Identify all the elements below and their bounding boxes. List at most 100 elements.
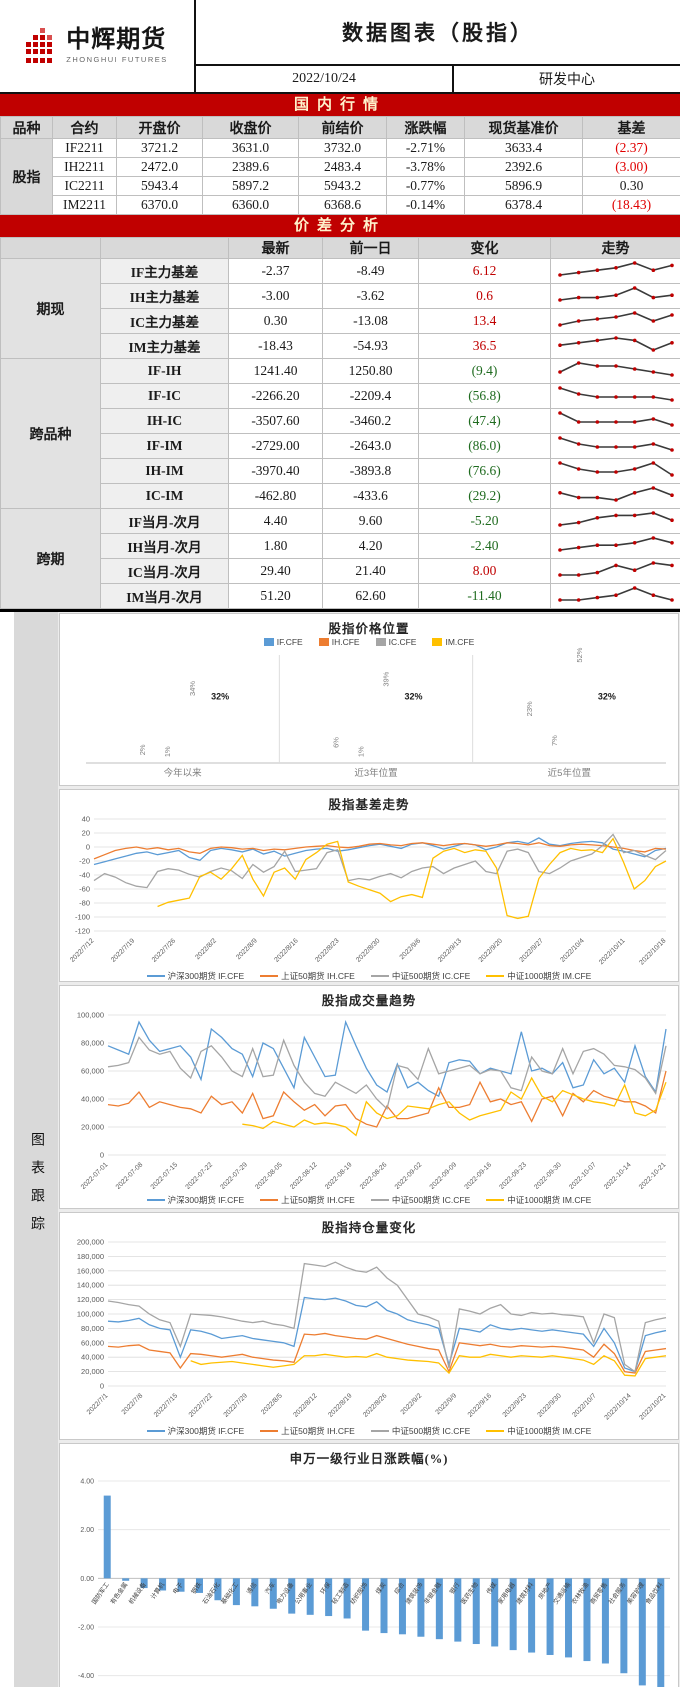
industry-bar [140, 1578, 148, 1589]
prev-cell: -2643.0 [322, 433, 419, 459]
chart-industry-change-plot: 4.002.000.00-2.00-4.00-6.00-8.00国防军工有色金属… [60, 1467, 678, 1687]
legend-item: IH.CFE [318, 637, 360, 647]
legend-swatch [375, 638, 386, 646]
y-tick-label: 0 [100, 1151, 104, 1160]
x-tick-label: 2022/7/19 [110, 937, 136, 963]
x-tick-label: 2022-09-16 [463, 1161, 493, 1189]
x-tick-label: 2022/9/2 [400, 1392, 424, 1416]
x-tick-label: 2022/7/12 [69, 937, 95, 963]
x-tick-label: 2022-07-01 [80, 1161, 110, 1189]
chart-open-interest-title: 股指持仓量变化 [321, 1221, 417, 1235]
y-tick-label: -120 [75, 927, 90, 936]
y-tick-label: 20,000 [81, 1367, 104, 1376]
y-tick-label: 80,000 [81, 1039, 104, 1048]
prev-cell: -3893.8 [322, 458, 419, 484]
bar-label: 1% [163, 746, 172, 757]
open-cell: 5943.4 [116, 176, 203, 196]
legend-item: 沪深300期货 IF.CFE [146, 1425, 245, 1437]
x-tick-label: 2022/8/30 [355, 937, 381, 963]
banner-spread-analysis: 价差分析 [0, 215, 680, 237]
industry-label: 机械设备 [127, 1580, 148, 1606]
category-label: 近3年位置 [354, 767, 397, 779]
industry-bar [472, 1578, 480, 1645]
latest-cell: -462.80 [228, 483, 323, 509]
spot-benchmark-cell: 2392.6 [464, 157, 583, 177]
chart-price-position-legend: IF.CFE IH.CFE IC.CFE IM.CFE [60, 637, 678, 647]
trend-spark-cell [550, 583, 680, 609]
x-tick-label: 2022/7/22 [188, 1392, 214, 1418]
market-table-row: IM2211 6370.0 6360.0 6368.6 -0.14% 6378.4 (18.… [1, 195, 680, 215]
market-quotes-table: 品种 合约 开盘价 收盘价 前结价 涨跌幅 现货基准价 基差 股指 IF2211 3… [0, 116, 680, 215]
col-prev-settle: 前结价 [298, 116, 387, 139]
legend-item: 上证50期货 IH.CFE [260, 970, 355, 981]
y-tick-label: 60,000 [81, 1338, 104, 1347]
col-empty-1 [0, 237, 101, 259]
legend-line-swatch [486, 975, 505, 977]
series-line [93, 833, 667, 889]
spread-name-cell: IH-IC [100, 408, 229, 434]
series-line [107, 1019, 667, 1098]
change-cell: (86.0) [418, 433, 551, 459]
industry-bar [528, 1578, 536, 1653]
y-tick-label: -2.00 [78, 1625, 94, 1632]
legend-line-swatch [146, 1199, 165, 1201]
spread-table-row: IM当月-次月 51.20 62.60 -11.40 [1, 583, 680, 609]
legend-label: 中证1000期货 IM.CFE [507, 1195, 592, 1205]
legend-label: 沪深300期货 IF.CFE [167, 1426, 245, 1436]
legend-label: 沪深300期货 IF.CFE [167, 971, 245, 981]
contract-cell: IC2211 [52, 176, 117, 196]
legend-label: IC.CFE [388, 637, 417, 647]
bar-label: 32% [598, 692, 616, 702]
bar-label: 6% [332, 737, 341, 748]
bar-label: 32% [211, 692, 229, 702]
latest-cell: -18.43 [228, 333, 323, 359]
prev-settle-cell: 6368.6 [298, 195, 387, 215]
page-title: 数据图表（股指） [342, 21, 534, 45]
chart-open-interest: 股指持仓量变化 0 20,000 40,000 60,000 80,000 100,000… [59, 1212, 679, 1440]
col-trend: 走势 [550, 237, 680, 259]
legend-item: 中证500期货 IC.CFE [370, 1194, 470, 1206]
trend-spark-cell [550, 433, 680, 459]
spread-table-row: 跨期 IF当月-次月 4.40 9.60 -5.20 [0, 508, 680, 609]
legend-line-swatch [146, 975, 165, 977]
y-tick-label: 0 [100, 1382, 104, 1391]
y-tick-label: 0 [86, 843, 90, 852]
contract-cell: IF2211 [52, 138, 117, 158]
bar-label: 34% [188, 681, 197, 696]
spread-table-row: IC-IM -462.80 -433.6 (29.2) [1, 483, 680, 509]
spread-table-row: IC当月-次月 29.40 21.40 8.00 [1, 558, 680, 584]
trend-spark-cell [550, 283, 680, 309]
trend-sparkline [557, 286, 674, 302]
x-tick-label: 2022/8/19 [327, 1392, 353, 1418]
x-tick-label: 2022/10/11 [598, 937, 627, 965]
spread-table-row: IH当月-次月 1.80 4.20 -2.40 [1, 533, 680, 559]
series-line [107, 1036, 667, 1111]
legend-line-swatch [486, 1430, 505, 1432]
spot-benchmark-cell: 3633.4 [464, 138, 583, 158]
spread-name-cell: IH当月-次月 [100, 533, 229, 559]
col-open: 开盘价 [116, 116, 203, 139]
y-tick-label: 0.00 [80, 1576, 94, 1583]
trend-spark-cell [550, 558, 680, 584]
col-empty-2 [100, 237, 229, 259]
close-cell: 3631.0 [202, 138, 299, 158]
x-tick-label: 2022/10/7 [571, 1392, 597, 1418]
trend-sparkline [557, 561, 674, 577]
legend-label: 上证50期货 IH.CFE [281, 971, 355, 981]
chart-price-position: 股指价格位置 IF.CFE IH.CFE IC.CFE IM.CFE 2% 1% 34% 3… [59, 613, 679, 786]
legend-swatch [318, 638, 329, 646]
x-tick-label: 2022-08-26 [359, 1161, 389, 1189]
industry-bar [269, 1578, 277, 1609]
change-cell: 8.00 [418, 558, 551, 584]
basis-cell: 0.30 [582, 176, 680, 196]
change-cell: 0.6 [418, 283, 551, 309]
chart-open-interest-plot: 0 20,000 40,000 60,000 80,000 100,000 120,000 1… [60, 1236, 678, 1425]
col-close: 收盘价 [202, 116, 299, 139]
spread-table-row: IF-IM -2729.00 -2643.0 (86.0) [1, 433, 680, 459]
c2-svg: -120 -100 -80 -60 -40 -20 0 20 40 2022/7/12 2022/7… [69, 815, 667, 967]
latest-cell: -2266.20 [228, 383, 323, 409]
chart-volume-trend: 股指成交量趋势 0 20,000 40,000 60,000 80,000 100,000… [59, 985, 679, 1209]
industry-bar [177, 1578, 185, 1592]
legend-item: 中证500期货 IC.CFE [370, 1425, 470, 1437]
bar-label: 2% [138, 744, 147, 755]
